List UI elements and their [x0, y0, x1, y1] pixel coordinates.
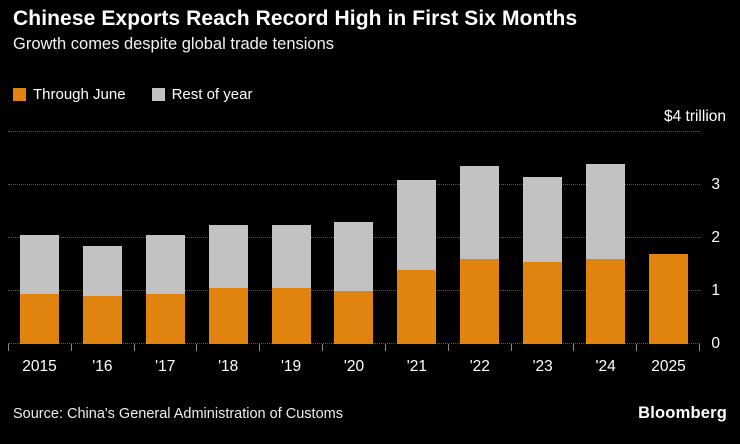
- bar-segment-rest-of-year: [145, 235, 185, 294]
- legend: Through June Rest of year: [13, 86, 252, 103]
- y-tick-label: 3: [711, 176, 720, 193]
- y-axis-top-label: $4 trillion: [663, 108, 726, 125]
- bar-segment-through-june: [334, 291, 374, 344]
- legend-item-rest-of-year: Rest of year: [151, 86, 253, 103]
- bar-segment-rest-of-year: [208, 224, 248, 289]
- bar-stack: [208, 132, 248, 344]
- x-axis-tick: [70, 344, 134, 351]
- x-axis-tick: [133, 344, 197, 351]
- bar-stack: [397, 132, 437, 344]
- x-axis-tick: [259, 344, 322, 351]
- bar-stack: [649, 132, 689, 344]
- x-axis-tick: [8, 344, 71, 351]
- x-axis-tick: [322, 344, 385, 351]
- legend-item-through-june: Through June: [13, 86, 126, 103]
- bar-segment-through-june: [271, 288, 311, 344]
- bar-stack: [586, 132, 626, 344]
- x-tick-label: '19: [280, 358, 302, 375]
- x-tick-label: '17: [155, 358, 176, 375]
- bar-segment-rest-of-year: [19, 235, 59, 294]
- x-axis-tick: [636, 344, 699, 351]
- bar-segment-rest-of-year: [82, 245, 122, 297]
- bar-22: [448, 132, 511, 344]
- bar-segment-through-june: [82, 296, 122, 344]
- x-axis-ticks: [8, 344, 700, 351]
- x-tick-label: '22: [469, 358, 490, 375]
- plot-area: [8, 131, 700, 344]
- bar-18: [197, 132, 260, 344]
- bar-stack: [523, 132, 563, 344]
- gridline: [8, 131, 700, 132]
- bar-23: [511, 132, 574, 344]
- bar-segment-through-june: [460, 259, 500, 344]
- bar-stack: [19, 132, 59, 344]
- bar-stack: [334, 132, 374, 344]
- y-axis-labels: 0 1 2 3: [700, 132, 728, 352]
- bar-stack: [145, 132, 185, 344]
- chart-subtitle: Growth comes despite global trade tensio…: [13, 35, 335, 53]
- bar-segment-rest-of-year: [271, 224, 311, 289]
- bar-stack: [82, 132, 122, 344]
- bar-stack: [271, 132, 311, 344]
- bar-16: [71, 132, 134, 344]
- bar-segment-through-june: [586, 259, 626, 344]
- legend-label-rest-of-year: Rest of year: [171, 86, 253, 103]
- bar-segment-through-june: [208, 288, 248, 344]
- x-tick-label: '21: [406, 358, 427, 375]
- bar-segment-rest-of-year: [397, 179, 437, 270]
- x-axis-labels: 2015 '16 '17 '18 '19 '20 '21 '22 '23 '24 2025: [8, 358, 700, 376]
- x-tick-label: '23: [532, 358, 553, 375]
- chart-title: Chinese Exports Reach Record High in Fir…: [13, 7, 578, 30]
- bar-stack: [460, 132, 500, 344]
- bar-24: [574, 132, 637, 344]
- bloomberg-logo: Bloomberg: [638, 404, 727, 422]
- x-tick-label: 2025: [651, 358, 686, 375]
- bar-segment-through-june: [145, 293, 185, 344]
- bar-20: [323, 132, 386, 344]
- bar-segment-through-june: [649, 253, 689, 344]
- bar-segment-rest-of-year: [460, 166, 500, 260]
- legend-swatch-rest-of-year: [151, 88, 165, 101]
- bar-2015: [8, 132, 71, 344]
- x-tick-label: '20: [343, 358, 365, 375]
- bar-2025: [637, 132, 700, 344]
- x-tick-label: '18: [218, 358, 239, 375]
- x-axis-tick: [447, 344, 511, 351]
- bar-segment-through-june: [397, 269, 437, 344]
- bar-segment-through-june: [523, 261, 563, 344]
- y-tick-label: 0: [711, 335, 720, 352]
- gridline: [8, 184, 700, 185]
- x-axis-tick: [573, 344, 636, 351]
- x-tick-label: '24: [595, 358, 616, 375]
- y-tick-label: 1: [711, 282, 720, 299]
- y-tick-label: 2: [711, 229, 720, 246]
- bar-21: [385, 132, 448, 344]
- legend-swatch-through-june: [13, 88, 26, 101]
- bars-row: [8, 132, 700, 344]
- source-note: Source: China's General Administration o…: [13, 406, 343, 422]
- x-axis-tick: [196, 344, 259, 351]
- bar-segment-rest-of-year: [586, 163, 626, 260]
- bar-segment-rest-of-year: [523, 177, 563, 262]
- x-tick-label: '16: [92, 358, 113, 375]
- bar-19: [260, 132, 323, 344]
- legend-label-through-june: Through June: [33, 86, 126, 103]
- bar-segment-through-june: [19, 293, 59, 344]
- bar-17: [134, 132, 197, 344]
- x-tick-label: 2015: [22, 358, 57, 375]
- x-axis-tick: [384, 344, 448, 351]
- x-axis-tick: [510, 344, 574, 351]
- bar-segment-rest-of-year: [334, 222, 374, 291]
